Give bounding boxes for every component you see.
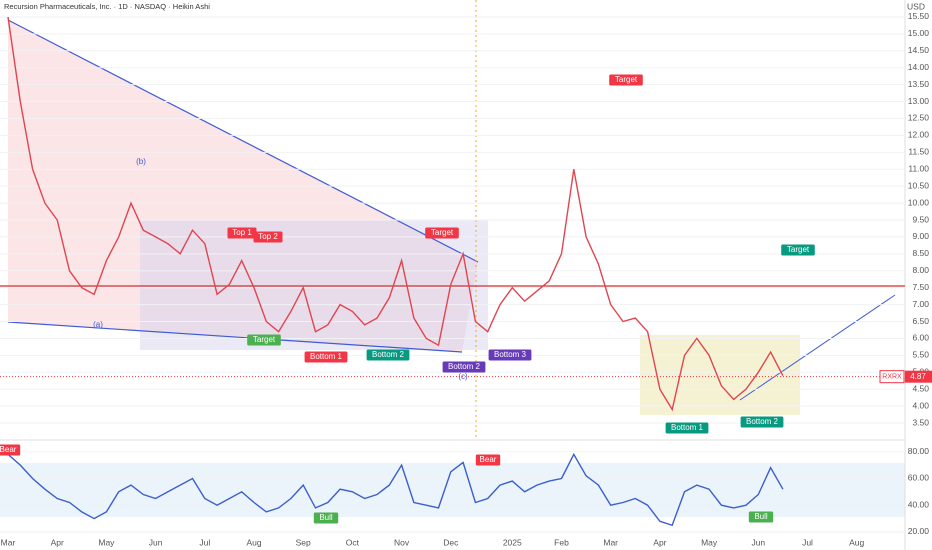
annotation: Bear [0, 445, 17, 454]
y-tick-label: 7.00 [912, 299, 929, 309]
y-tick-label: 11.50 [908, 147, 929, 157]
y-tick-label: 8.00 [912, 265, 929, 275]
y-tick-label: 8.50 [912, 248, 929, 258]
annotation: Bottom 2 [746, 417, 779, 426]
annotation: (b) [136, 157, 146, 166]
y-tick-label: 15.50 [908, 11, 930, 21]
x-tick-label: Aug [849, 537, 864, 547]
annotation-box [313, 512, 339, 524]
annotation: (a) [93, 320, 103, 329]
annotation: Target [615, 75, 638, 84]
y-tick-label: 10.00 [908, 197, 930, 207]
annotation: Top 2 [258, 232, 278, 241]
annotation: Bottom 1 [310, 352, 343, 361]
y-tick-label: 60.00 [908, 473, 930, 483]
y-tick-label: 5.50 [912, 350, 929, 360]
y-tick-label: 80.00 [908, 446, 930, 456]
annotation: Target [253, 335, 276, 344]
x-tick-label: Apr [653, 537, 666, 547]
x-tick-label: May [701, 537, 718, 547]
x-tick-label: Nov [394, 537, 410, 547]
trend-line [739, 294, 896, 401]
y-axis-label: USD [907, 1, 925, 11]
annotation-box [609, 74, 643, 86]
y-tick-label: 14.50 [908, 45, 930, 55]
annotation: Bottom 1 [671, 423, 704, 432]
rsi-line [7, 452, 784, 527]
annotation-box [475, 454, 501, 466]
last-value-label: 4.87 [910, 372, 926, 381]
x-tick-label: Jul [199, 537, 210, 547]
annotation-box [425, 227, 459, 239]
annotation-box [253, 231, 283, 243]
x-tick-label: Jul [802, 537, 813, 547]
annotation-box [227, 227, 257, 239]
y-tick-label: 7.50 [912, 282, 929, 292]
trend-line [7, 321, 463, 353]
last-value-box [905, 370, 932, 383]
annotation-box [366, 349, 410, 361]
x-tick-label: Mar [603, 537, 618, 547]
y-tick-label: 12.00 [908, 130, 930, 140]
y-tick-label: 6.50 [912, 316, 929, 326]
chart-title: Recursion Pharmaceuticals, Inc. · 1D · N… [4, 2, 210, 11]
symbol-box [879, 370, 905, 384]
annotation-box [247, 334, 281, 346]
rsi-band [0, 463, 905, 517]
annotation: Target [787, 245, 810, 254]
x-tick-label: Dec [443, 537, 459, 547]
price-line [7, 16, 784, 412]
y-tick-label: 9.00 [912, 231, 929, 241]
range-box [640, 335, 800, 415]
y-tick-label: 4.00 [912, 400, 929, 410]
annotation-box [442, 361, 486, 373]
x-tick-label: 2025 [503, 537, 522, 547]
x-tick-label: May [98, 537, 115, 547]
x-tick-label: Sep [296, 537, 311, 547]
range-box [140, 220, 488, 350]
y-tick-label: 4.50 [912, 383, 929, 393]
y-tick-label: 40.00 [908, 499, 930, 509]
x-tick-label: Mar [1, 537, 16, 547]
x-tick-label: Jun [751, 537, 765, 547]
y-tick-label: 13.00 [908, 96, 930, 106]
y-tick-label: 6.00 [912, 333, 929, 343]
annotation-box [0, 444, 21, 456]
annotation-box [665, 422, 709, 434]
x-tick-label: Apr [51, 537, 64, 547]
trend-line [7, 19, 479, 263]
y-tick-label: 14.00 [908, 62, 930, 72]
annotation-box [781, 244, 815, 256]
annotation: (c) [458, 372, 468, 381]
y-tick-label: 15.00 [908, 28, 930, 38]
annotation: Bull [319, 513, 333, 522]
y-tick-label: 10.50 [908, 180, 930, 190]
x-tick-label: Aug [246, 537, 261, 547]
x-tick-label: Jun [149, 537, 163, 547]
annotation-box [488, 349, 532, 361]
annotation: Bear [480, 455, 497, 464]
symbol-label: RXRX [882, 374, 902, 381]
annotation-box [304, 351, 348, 363]
y-tick-label: 13.50 [908, 79, 930, 89]
y-tick-label: 11.00 [908, 163, 929, 173]
x-tick-label: Feb [554, 537, 569, 547]
annotation: Bottom 3 [494, 350, 527, 359]
y-tick-label: 3.50 [912, 417, 929, 427]
annotation: Target [431, 228, 454, 237]
annotation-box [740, 416, 784, 428]
annotation: Top 1 [232, 228, 252, 237]
y-tick-label: 12.50 [908, 113, 930, 123]
annotation-box [748, 511, 774, 523]
annotation: Bottom 2 [448, 362, 481, 371]
annotation: Bottom 2 [372, 350, 405, 359]
annotation: Bull [754, 512, 768, 521]
x-tick-label: Oct [346, 537, 360, 547]
y-tick-label: 9.50 [912, 214, 929, 224]
y-tick-label: 20.00 [908, 526, 930, 536]
